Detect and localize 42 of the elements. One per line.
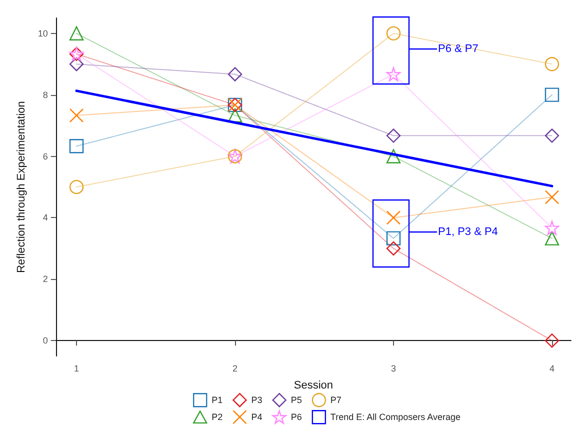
y-tick-label: 0: [42, 336, 48, 346]
x-tick-label: 1: [74, 364, 80, 374]
point: [228, 67, 242, 82]
point: [544, 56, 560, 72]
point: [544, 128, 560, 143]
point: [544, 231, 560, 246]
point: [544, 88, 560, 102]
point: [69, 139, 84, 154]
point: [386, 67, 401, 82]
legend-label: P4: [251, 412, 262, 422]
legend-label: P5: [290, 395, 302, 406]
legend-label: P2: [212, 412, 223, 422]
point: [386, 210, 401, 225]
y-tick-label: 10: [38, 28, 48, 38]
legend-label: Trend E: All Composers Average: [330, 412, 461, 422]
point: [69, 108, 84, 123]
point: [69, 26, 84, 40]
legend-label: P3: [251, 395, 262, 406]
point: [386, 241, 401, 256]
legend-label: P6: [290, 412, 302, 422]
point: [386, 26, 401, 40]
annotation: P6 & P7: [438, 43, 478, 55]
point: [386, 128, 401, 143]
x-tick-label: 4: [549, 364, 554, 374]
y-axis-title: Reflection through Experimentation: [16, 101, 28, 273]
x-axis-title: Session: [294, 380, 334, 392]
point: [386, 231, 401, 246]
point: [544, 190, 560, 204]
point: [544, 220, 560, 235]
y-tick-label: 8: [42, 90, 48, 100]
x-tick-label: 2: [232, 364, 238, 374]
annotation: P1, P3 & P4: [438, 226, 498, 238]
y-tick-label: 6: [42, 151, 48, 162]
point: [69, 180, 84, 194]
x-tick-label: 3: [390, 364, 396, 374]
y-tick-label: 4: [42, 212, 48, 223]
point: [544, 334, 560, 348]
legend-label: P7: [330, 395, 342, 406]
y-tick-label: 2: [42, 274, 48, 284]
point: [69, 56, 84, 72]
legend-label: P1: [212, 395, 223, 406]
point: [386, 149, 401, 164]
